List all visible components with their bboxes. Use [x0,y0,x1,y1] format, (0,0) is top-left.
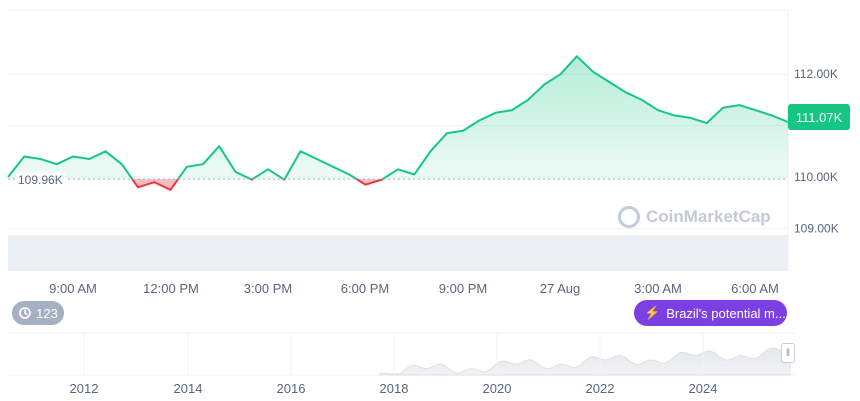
watermark: CoinMarketCap [618,206,771,228]
x-tick-label: 9:00 PM [439,281,487,296]
events-button[interactable]: 123 [12,301,64,325]
navigator-handle[interactable]: ‖ [781,343,795,363]
area-above-open [8,56,788,180]
area-below-open [8,179,788,190]
news-label: Brazil's potential m... [666,305,786,321]
x-tick-label: 6:00 AM [731,281,779,296]
series-line-up [7,55,789,180]
navigator-area [379,347,791,376]
x-tick-label: 9:00 AM [49,281,97,296]
x-tick-label: 27 Aug [540,281,581,296]
navigator-tick-label: 2024 [689,381,718,396]
navigator-axis: 2012 2014 2016 2018 2020 2022 2024 [70,333,718,396]
y-tick-label: 110.00K [794,170,838,184]
volume-area [8,235,788,271]
open-price-label: 109.96K [16,173,65,187]
watermark-text: CoinMarketCap [646,207,771,226]
navigator-tick-label: 2014 [174,381,203,396]
navigator-tick-label: 2020 [483,381,512,396]
y-tick-label: 112.00K [794,67,838,81]
x-tick-label: 12:00 PM [143,281,199,296]
volume-band [8,235,788,271]
navigator-tick-label: 2022 [586,381,615,396]
navigator-tick-label: 2018 [380,381,409,396]
grip-icon: ‖ [785,347,791,359]
current-price-badge: 111.07K [788,104,850,130]
events-count: 123 [36,305,58,321]
coinmarketcap-logo-icon [618,206,640,228]
lightning-icon: ⚡ [644,305,661,320]
x-tick-label: 3:00 AM [634,281,682,296]
x-axis: 9:00 AM 12:00 PM 3:00 PM 6:00 PM 9:00 PM 27 A… [49,281,779,296]
news-button[interactable]: ⚡ Brazil's potential m... [634,300,787,326]
navigator-tick-label: 2012 [70,381,99,396]
x-tick-label: 6:00 PM [341,281,389,296]
series-line-down [131,179,385,191]
price-line [7,55,789,191]
x-tick-label: 3:00 PM [244,281,292,296]
navigator-tick-label: 2016 [277,381,306,396]
history-icon [19,307,31,319]
navigator[interactable] [8,332,795,376]
y-tick-label: 109.00K [794,221,839,235]
price-area [8,56,788,190]
